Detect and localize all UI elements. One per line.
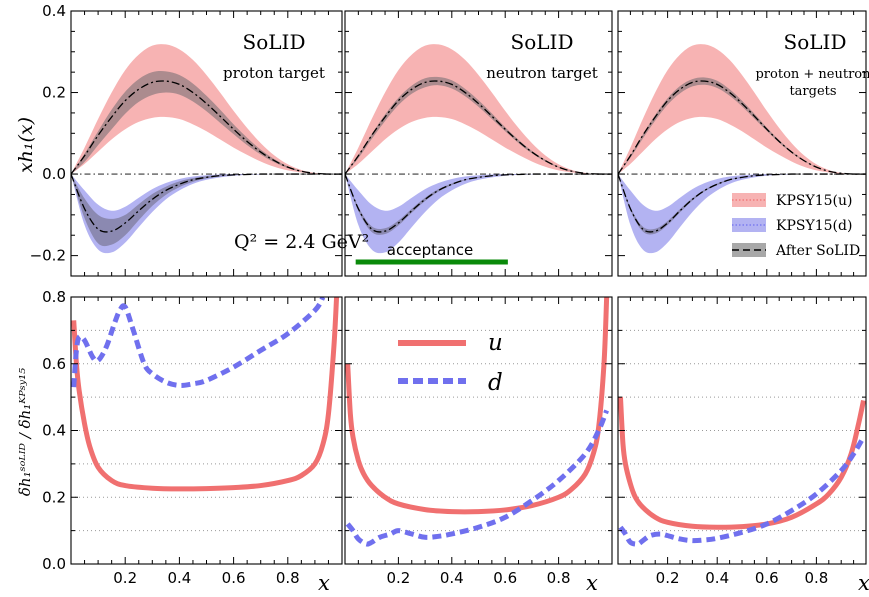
legend-label-d: d xyxy=(488,370,503,396)
y-tick-label: 0.2 xyxy=(42,488,66,506)
series-u xyxy=(345,297,610,515)
x-tick-label: 0.8 xyxy=(276,569,300,587)
x-tick-label: 0.2 xyxy=(386,569,410,587)
x-axis-label-left: x xyxy=(318,571,330,595)
x-tick-label: 0.2 xyxy=(113,569,137,587)
band-1 xyxy=(71,71,342,175)
central-line-0 xyxy=(71,80,342,175)
central-line-0 xyxy=(345,80,612,175)
y-tick-label: −0.2 xyxy=(30,247,66,265)
central-line-2 xyxy=(345,173,612,233)
x-tick-label: 0.8 xyxy=(547,569,571,587)
x-tick-label: 0.8 xyxy=(804,569,828,587)
legend-swatch-kpsy-u xyxy=(732,193,766,207)
x-tick-label: 0.4 xyxy=(705,569,729,587)
series-u xyxy=(618,396,866,530)
legend-bottom-middle: u d xyxy=(398,330,503,396)
q2-label: Q² = 2.4 GeV² xyxy=(234,231,369,253)
x-axis-label-middle: x xyxy=(586,571,598,595)
y-tick-label: 0.4 xyxy=(42,2,66,20)
legend-label-after: After SoLID xyxy=(775,243,860,259)
panel-bottom-middle: 0.2 0.4 0.6 0.8 xyxy=(344,296,613,587)
plot-area xyxy=(71,297,342,532)
x-tick-label: 0.4 xyxy=(440,569,464,587)
series-u xyxy=(71,297,340,492)
plot-area xyxy=(71,44,342,254)
panel-top-right xyxy=(617,10,867,277)
band-3 xyxy=(345,174,612,235)
x-tick-label: 0.6 xyxy=(493,569,517,587)
series-d xyxy=(345,409,609,547)
panels: −0.2 0.0 0.2 0.4 0.0 0.2 0.4 0.6 0.8 0.2 0.4 0.6 0.8… xyxy=(30,2,867,587)
y-tick-label: 0.6 xyxy=(42,355,66,373)
x-tick-label: 0.4 xyxy=(167,569,191,587)
panel-top-left: −0.2 0.0 0.2 0.4 xyxy=(30,2,343,277)
legend-label-kpsy-u: KPSY15(u) xyxy=(776,193,852,209)
solid-label-left: SoLID xyxy=(243,30,306,54)
y-axis-label-top: xh₁(x) xyxy=(15,117,37,173)
panel-bottom-right: 0.2 0.4 0.6 0.8 xyxy=(617,296,867,587)
y-axis-label-bottom: δh₁ˢᵒᴸᴵᴰ / δh₁ᴷᴾˢʸ¹⁵ xyxy=(16,368,34,496)
solid-label-right: SoLID xyxy=(784,30,847,54)
plot-area xyxy=(345,44,612,254)
band-0 xyxy=(345,44,612,175)
band-2 xyxy=(345,174,612,254)
y-tick-label: 0.4 xyxy=(42,422,66,440)
x-tick-label: 0.6 xyxy=(755,569,779,587)
series-d xyxy=(71,297,326,388)
panel-top-middle xyxy=(344,10,613,277)
target-label-left: proton target xyxy=(223,64,325,82)
y-tick-label: 0.8 xyxy=(42,288,66,306)
x-tick-label: 0.2 xyxy=(656,569,680,587)
y-tick-label: 0.2 xyxy=(42,84,66,102)
y-tick-label: 0.0 xyxy=(42,165,66,183)
legend-top-right: KPSY15(u) KPSY15(d) After SoLID xyxy=(732,193,860,259)
series-d xyxy=(618,435,866,547)
target-label-right-line2: targets xyxy=(789,84,836,99)
band-2 xyxy=(618,174,866,254)
target-label-middle: neutron target xyxy=(486,64,598,82)
legend-swatch-kpsy-d xyxy=(732,218,766,232)
acceptance-label: acceptance xyxy=(387,241,474,259)
plot-area xyxy=(618,44,866,254)
band-2 xyxy=(71,174,342,254)
x-tick-label: 0.6 xyxy=(222,569,246,587)
solid-label-middle: SoLID xyxy=(511,30,574,54)
plot-area xyxy=(345,297,612,547)
plot-area xyxy=(618,329,866,547)
central-line-0 xyxy=(618,80,866,175)
y-tick-label: 0.0 xyxy=(42,555,66,573)
target-label-right-line1: proton + neutron xyxy=(755,67,869,82)
band-3 xyxy=(71,174,342,247)
band-0 xyxy=(618,44,866,175)
legend-label-kpsy-d: KPSY15(d) xyxy=(776,218,852,234)
panel-bottom-left: 0.0 0.2 0.4 0.6 0.8 0.2 0.4 0.6 0.8 xyxy=(42,288,343,587)
x-axis-label-right: x xyxy=(858,571,869,595)
legend-label-u: u xyxy=(488,330,503,356)
